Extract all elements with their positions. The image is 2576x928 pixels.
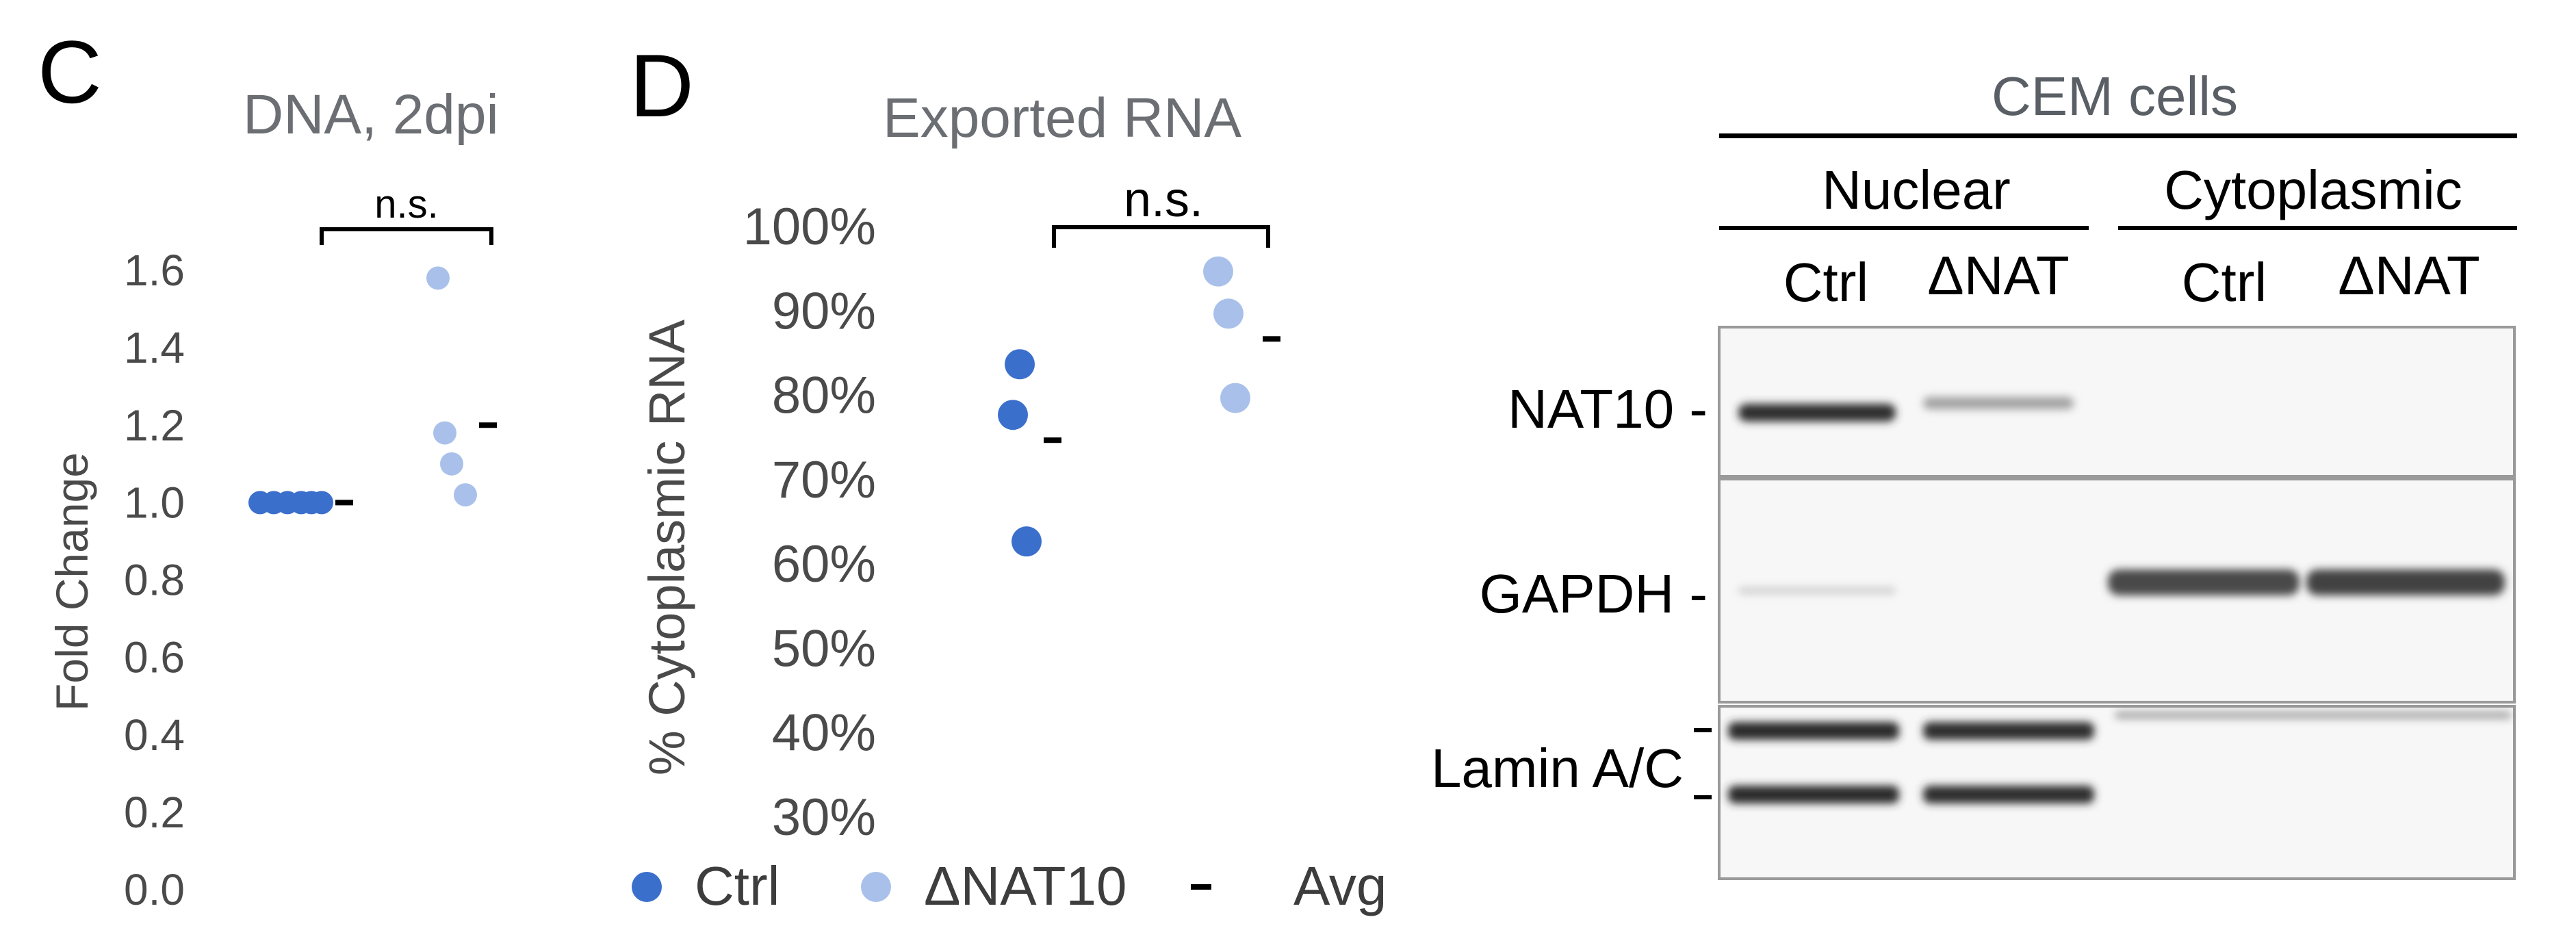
legend-dnat10-swatch — [861, 872, 891, 902]
legend-avg-label: Avg — [1293, 855, 1387, 916]
legend: Ctrl ΔNAT10 Avg — [632, 855, 1387, 916]
panel-c-significance-bracket — [320, 227, 493, 245]
blot-label-lamin: Lamin A/C — [1431, 738, 1684, 799]
panel-c-y-tick-label: 1.2 — [124, 400, 185, 450]
band-gapdh-cyto-dnat — [2306, 569, 2505, 595]
band-nat10-nuclear-dnat — [1923, 397, 2074, 409]
avg-marker — [1044, 437, 1061, 443]
legend-avg-swatch — [1191, 884, 1211, 890]
blot-fraction-cytoplasmic: Cytoplasmic — [2164, 159, 2462, 220]
panel-d-y-tick-label: 70% — [772, 451, 876, 509]
panel-d-y-tick-label: 90% — [772, 282, 876, 340]
legend-ctrl-label: Ctrl — [695, 855, 780, 916]
band-gapdh-cyto-ctrl — [2108, 569, 2300, 595]
western-blot: CEM cells Nuclear Cytoplasmic Ctrl ΔNAT … — [1431, 66, 2517, 880]
panel-d-significance-label: n.s. — [1124, 172, 1203, 227]
panel-c-y-tick-label: 0.0 — [124, 865, 185, 914]
ctrl-data-point — [1012, 526, 1042, 557]
dnat10-data-point — [426, 266, 450, 290]
avg-marker — [1263, 336, 1280, 342]
panel-d-y-tick-label: 100% — [743, 198, 876, 256]
band-lamin-a-nuclear-ctrl — [1728, 722, 1899, 740]
panel-d-title: Exported RNA — [883, 87, 1241, 149]
band-lamin-c-nuclear-ctrl — [1728, 786, 1899, 803]
panel-c-y-tick-label: 1.6 — [124, 246, 185, 295]
panel-d: D Exported RNA 30% 40% 50% 60% 70% 80% 90% 100%… — [630, 36, 1280, 847]
blot-lamin-c-tick — [1694, 795, 1712, 799]
blot-title-rule — [1719, 133, 2517, 138]
panel-d-y-axis-label: % Cytoplasmic RNA — [639, 319, 695, 775]
panel-d-marks — [998, 256, 1280, 557]
band-lamin-a-nuclear-dnat — [1923, 722, 2094, 740]
blot-lane-1-label: Ctrl — [1783, 252, 1868, 313]
panel-c: C DNA, 2dpi 0.00.20.40.60.81.01.21.41.6 … — [38, 22, 499, 914]
legend-dnat10-label: ΔNAT10 — [924, 855, 1126, 916]
band-nat10-nuclear-ctrl — [1738, 404, 1896, 422]
blot-lane-4-label: ΔNAT — [2338, 245, 2480, 306]
panel-d-y-tick-label: 50% — [772, 619, 876, 678]
panel-c-significance-label: n.s. — [374, 182, 439, 227]
panel-c-y-tick-label: 0.4 — [124, 710, 185, 760]
avg-marker — [335, 500, 353, 506]
blot-panel-nat10 — [1718, 326, 2516, 478]
panel-c-y-tick-label: 0.6 — [124, 633, 185, 682]
panel-d-y-tick-label: 40% — [772, 704, 876, 762]
panel-d-y-tick-label: 80% — [772, 367, 876, 425]
dnat10-data-point — [1213, 298, 1244, 329]
panel-letter-d: D — [630, 36, 694, 136]
dnat10-data-point — [440, 452, 463, 476]
band-lamin-c-nuclear-dnat — [1923, 786, 2094, 803]
blot-lane-3-label: Ctrl — [2182, 252, 2267, 313]
band-gapdh-nuclear-ctrl — [1738, 587, 1896, 594]
panel-c-y-tick-label: 0.2 — [124, 788, 185, 837]
dnat10-data-point — [454, 483, 477, 507]
dnat10-data-point — [433, 421, 456, 445]
panel-c-y-axis-label: Fold Change — [47, 452, 97, 711]
avg-marker — [479, 422, 497, 428]
panel-c-y-tick-label: 0.8 — [124, 556, 185, 605]
blot-nuclear-rule — [1719, 226, 2089, 230]
blot-title: CEM cells — [1992, 66, 2238, 127]
blot-lane-2-label: ΔNAT — [1927, 245, 2070, 306]
panel-d-y-ticks: 30% 40% 50% 60% 70% 80% 90% 100% — [743, 198, 876, 847]
panel-c-y-ticks: 0.0 0.2 0.4 0.6 0.8 1.0 1.2 1.4 1.6 — [124, 246, 185, 914]
panel-d-y-tick-label: 30% — [772, 788, 876, 847]
panel-c-y-tick-label: 1.4 — [124, 323, 185, 372]
ctrl-data-point — [310, 491, 333, 515]
blot-cytoplasmic-rule — [2118, 226, 2517, 230]
blot-fraction-nuclear: Nuclear — [1822, 159, 2011, 220]
panel-d-significance-bracket — [1052, 225, 1270, 248]
panel-d-y-tick-label: 60% — [772, 535, 876, 593]
dnat10-data-point — [1220, 383, 1250, 413]
ctrl-data-point — [998, 400, 1028, 430]
panel-c-y-tick-label: 1.0 — [124, 478, 185, 527]
band-lamin-cyto-faint — [2115, 712, 2512, 719]
panel-c-title: DNA, 2dpi — [243, 83, 499, 146]
panel-letter-c: C — [38, 22, 102, 122]
blot-lamin-a-tick — [1694, 728, 1712, 732]
panel-c-marks — [248, 266, 497, 515]
blot-label-nat10: NAT10 - — [1508, 378, 1708, 439]
legend-ctrl-swatch — [632, 872, 662, 902]
dnat10-data-point — [1203, 256, 1233, 287]
ctrl-data-point — [1005, 349, 1035, 380]
blot-label-gapdh: GAPDH - — [1480, 563, 1708, 624]
